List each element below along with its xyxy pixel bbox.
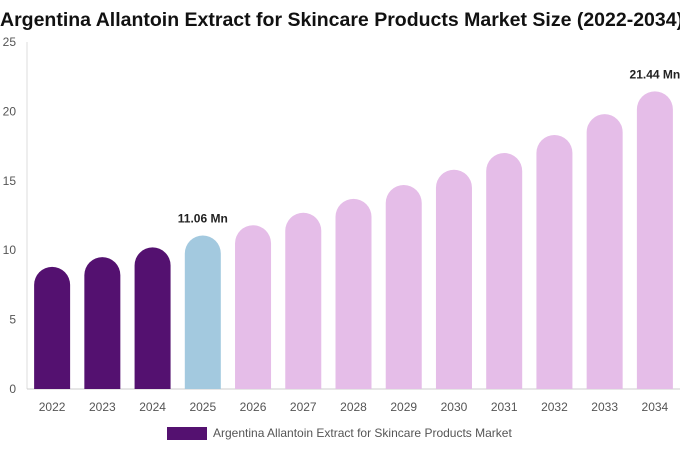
bar-2033 — [586, 114, 623, 389]
x-tick-label: 2032 — [541, 400, 568, 414]
bar-2030 — [435, 169, 472, 389]
x-tick-label: 2024 — [139, 400, 166, 414]
x-tick-label: 2033 — [591, 400, 618, 414]
bar-2029 — [385, 184, 422, 389]
bar-2025 — [184, 235, 221, 389]
x-tick-label: 2025 — [189, 400, 216, 414]
legend-swatch — [167, 426, 207, 440]
x-tick-label: 2030 — [441, 400, 468, 414]
chart-bars — [34, 91, 673, 389]
x-tick-label: 2034 — [642, 400, 669, 414]
bar-2034 — [636, 91, 673, 389]
legend-label: Argentina Allantoin Extract for Skincare… — [213, 426, 512, 440]
chart-title: Argentina Allantoin Extract for Skincare… — [0, 9, 680, 31]
bar-2026 — [235, 225, 272, 389]
chart-labels: 2022 2023 2024 2025 2026 2027 2028 2029 2030 2031… — [39, 67, 680, 414]
data-label-2034: 21.44 Mn — [630, 67, 680, 81]
bar-2024 — [134, 247, 171, 389]
bar-2032 — [536, 134, 573, 389]
x-tick-label: 2029 — [390, 400, 417, 414]
bar-2023 — [84, 257, 121, 389]
x-tick-label: 2023 — [89, 400, 116, 414]
x-tick-label: 2031 — [491, 400, 518, 414]
y-tick-label: 15 — [3, 174, 17, 188]
y-tick-label: 25 — [3, 35, 17, 49]
data-label-2025: 11.06 Mn — [178, 211, 228, 225]
x-tick-label: 2027 — [290, 400, 317, 414]
y-tick-label: 0 — [9, 382, 16, 396]
bar-2028 — [335, 198, 372, 389]
y-tick-label: 10 — [3, 243, 17, 257]
bar-2031 — [486, 153, 523, 389]
y-tick-label: 20 — [3, 104, 17, 118]
chart-legend: Argentina Allantoin Extract for Skincare… — [167, 425, 512, 441]
x-tick-label: 2022 — [39, 400, 66, 414]
x-tick-label: 2026 — [240, 400, 267, 414]
y-tick-label: 5 — [9, 313, 16, 327]
x-tick-label: 2028 — [340, 400, 367, 414]
bar-2022 — [34, 266, 71, 389]
bar-2027 — [285, 212, 322, 389]
